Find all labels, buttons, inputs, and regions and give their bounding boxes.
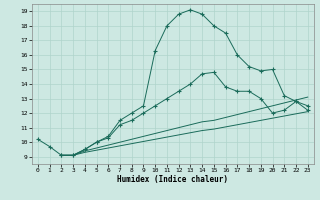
X-axis label: Humidex (Indice chaleur): Humidex (Indice chaleur) xyxy=(117,175,228,184)
